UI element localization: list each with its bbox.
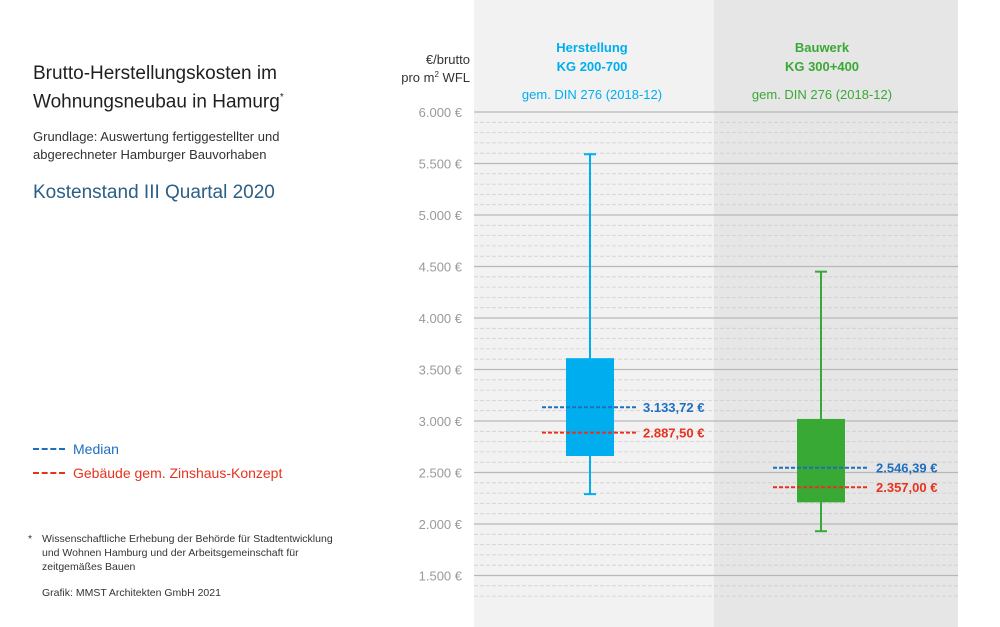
series-subtitle-bauwerk: KG 300+400	[785, 59, 859, 74]
panel-herstellung	[474, 0, 714, 627]
y-tick-label: 2.500 €	[419, 466, 463, 481]
kostenstand-heading: Kostenstand III Quartal 2020	[33, 182, 275, 203]
chart-subtitle: Grundlage: Auswertung fertiggestellter u…	[33, 128, 363, 164]
y-axis-label-unit: WFL	[439, 70, 470, 85]
panel-bauwerk	[714, 0, 958, 627]
zinshaus-label-herstellung: 2.887,50 €	[643, 426, 704, 441]
graphic-credit: Grafik: MMST Architekten GmbH 2021	[42, 587, 221, 599]
footnote-text: Wissenschaftliche Erhebung der Behörde f…	[28, 532, 368, 574]
chart-title-line1: Brutto-Herstellungskosten im	[33, 63, 277, 84]
chart-title: Brutto-Herstellungskosten im Wohnungsneu…	[33, 62, 284, 114]
legend-label-zinshaus: Gebäude gem. Zinshaus-Konzept	[73, 465, 283, 481]
subtitle-line2: abgerechneter Hamburger Bauvorhaben	[33, 147, 267, 162]
footnote-line3: zeitgemäßes Bauen	[42, 561, 136, 573]
median-label-bauwerk: 2.546,39 €	[876, 461, 937, 476]
legend-item-zinshaus: Gebäude gem. Zinshaus-Konzept	[33, 465, 282, 481]
zinshaus-label-bauwerk: 2.357,00 €	[876, 480, 937, 495]
series-subtitle-herstellung: KG 200-700	[557, 59, 628, 74]
chart-title-line2: Wohnungsneubau in Hamurg*	[33, 86, 284, 114]
series-name-bauwerk: Bauwerk	[795, 40, 850, 55]
y-tick-label: 5.500 €	[419, 157, 463, 172]
legend-label-median: Median	[73, 441, 119, 457]
series-norm-bauwerk: gem. DIN 276 (2018-12)	[752, 87, 892, 102]
y-tick-label: 4.000 €	[419, 311, 463, 326]
y-tick-label: 4.500 €	[419, 260, 463, 275]
series-norm-herstellung: gem. DIN 276 (2018-12)	[522, 87, 662, 102]
median-label-herstellung: 3.133,72 €	[643, 400, 704, 415]
legend-item-median: Median	[33, 441, 119, 457]
y-tick-label: 6.000 €	[419, 105, 463, 120]
chart-title-line2-text: Wohnungsneubau in Hamurg	[33, 91, 280, 113]
footnote-line1: Wissenschaftliche Erhebung der Behörde f…	[42, 533, 333, 545]
y-axis-label-sup: 2	[434, 70, 439, 79]
y-tick-label: 3.500 €	[419, 363, 463, 378]
y-axis-label-line1: €/brutto	[426, 52, 470, 67]
y-tick-label: 1.500 €	[419, 569, 463, 584]
y-axis-label-text: pro m	[401, 70, 434, 85]
footnote-star: *	[28, 533, 33, 545]
y-tick-label: 5.000 €	[419, 208, 463, 223]
footnote: * Wissenschaftliche Erhebung der Behörde…	[28, 532, 368, 574]
y-tick-label: 3.000 €	[419, 414, 463, 429]
box-bauwerk	[797, 418, 845, 503]
legend-swatch-zinshaus	[33, 472, 65, 474]
legend-swatch-median	[33, 448, 65, 450]
footnote-line2: und Wohnen Hamburg und der Arbeitsgemein…	[42, 547, 299, 559]
series-name-herstellung: Herstellung	[556, 40, 628, 55]
subtitle-line1: Grundlage: Auswertung fertiggestellter u…	[33, 129, 280, 144]
footnote-marker: *	[279, 92, 284, 103]
y-tick-label: 2.000 €	[419, 517, 463, 532]
y-axis-label-line2: pro m2 WFL	[401, 70, 470, 85]
